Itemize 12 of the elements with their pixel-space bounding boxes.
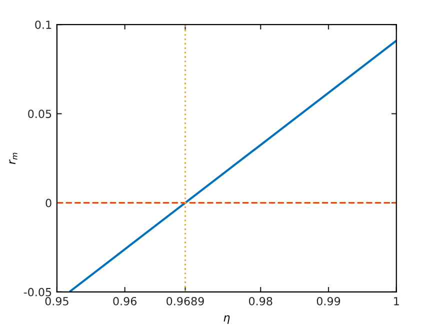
x-tick-label: 0.98: [248, 296, 272, 306]
y-tick-label: 0.05: [28, 110, 52, 118]
x-tick-label: 0.95: [45, 296, 68, 306]
y-tick-label: -0.05: [24, 288, 52, 296]
y-axis-title: r$_{m}$: [9, 152, 18, 164]
y-tick-label: 0.1: [35, 20, 52, 29]
x-tick-label: 0.96: [113, 296, 136, 306]
y-tick-label: 0: [46, 198, 52, 208]
x-tick-label: 0.99: [316, 296, 340, 306]
x-axis-title: η: [224, 315, 230, 324]
x-tick-label: 0.9689: [166, 296, 204, 306]
x-tick-label: 1: [394, 297, 399, 306]
